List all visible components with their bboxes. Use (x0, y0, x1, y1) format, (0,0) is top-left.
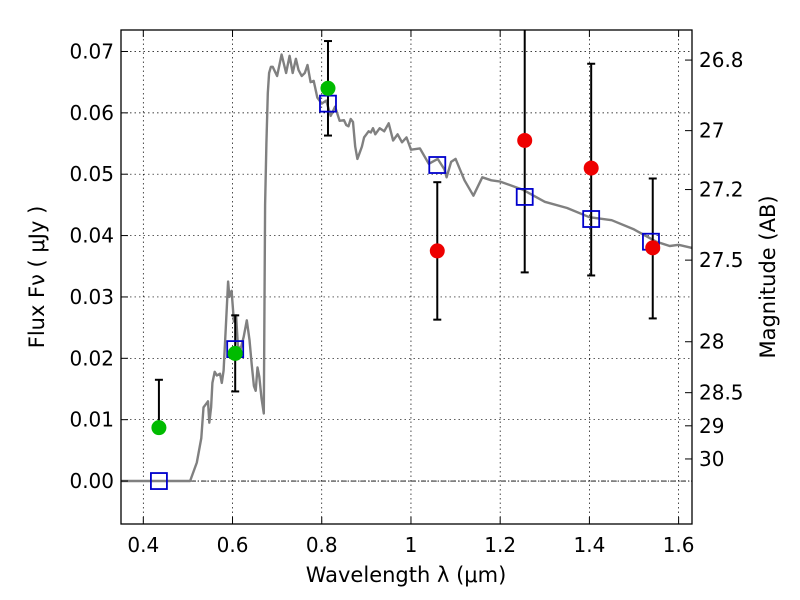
x-tick-label: 1.4 (573, 533, 605, 557)
x-tick-label: 1.6 (663, 533, 695, 557)
right-tick-label: 27.2 (699, 178, 744, 202)
y-tick-label: 0.03 (69, 285, 114, 309)
x-axis-label: Wavelength λ (μm) (306, 563, 507, 587)
right-tick-label: 28 (699, 330, 724, 354)
y-tick-label: 0.05 (69, 162, 114, 186)
right-axis-label: Magnitude (AB) (756, 195, 780, 358)
y-tick-label: 0.00 (69, 469, 114, 493)
right-tick-label: 26.8 (699, 48, 744, 72)
x-tick-label: 0.8 (306, 533, 338, 557)
markers (150, 80, 661, 490)
bandpass-square (428, 156, 447, 174)
spectrum-line (121, 53, 693, 483)
y-axis-label: Flux Fν ( μJy ) (25, 206, 49, 349)
tick-labels: 0.4 0.6 0.8 1 1.2 1.4 1.6 0.00 0.01 0.02 0.03 0.04 0… (69, 39, 743, 557)
right-tick-label: 27 (699, 119, 724, 143)
model-spectrum (121, 53, 693, 483)
observed-limits-point (517, 132, 533, 148)
x-tick-label: 1.2 (484, 533, 516, 557)
y-tick-label: 0.06 (69, 101, 114, 125)
right-tick-label: 28.5 (699, 381, 744, 405)
ticks (121, 30, 692, 524)
observed-detections-point (227, 345, 243, 361)
observed-limits-point (429, 243, 445, 259)
plot-frame (120, 29, 693, 525)
observed-limits-point (645, 240, 661, 256)
right-tick-label: 30 (699, 447, 724, 471)
bandpass-square (150, 472, 168, 490)
x-tick-label: 1 (405, 533, 418, 557)
y-tick-label: 0.02 (69, 346, 114, 370)
y-tick-label: 0.07 (69, 39, 114, 63)
x-tick-label: 0.4 (127, 533, 159, 557)
bandpass-square (515, 188, 534, 206)
bandpass-square (582, 210, 601, 228)
y-tick-label: 0.04 (69, 224, 114, 248)
observed-detections-point (320, 80, 336, 96)
y-tick-label: 0.01 (69, 408, 114, 432)
observed-detections-point (151, 420, 167, 436)
x-tick-label: 0.6 (217, 533, 249, 557)
observed-limits-point (583, 160, 599, 176)
right-tick-label: 29 (699, 414, 724, 438)
right-tick-label: 27.5 (699, 248, 744, 272)
